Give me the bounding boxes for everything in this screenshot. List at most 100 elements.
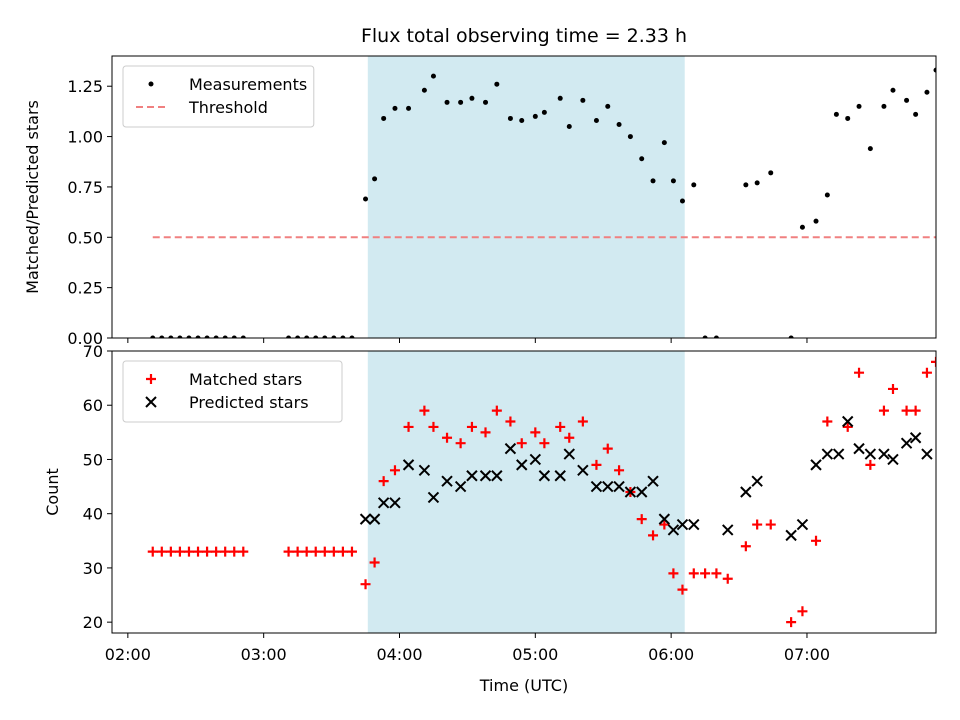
ratio-point-s0 [557, 95, 563, 101]
ratio-point-s0 [881, 103, 887, 109]
ratio-point-s0 [444, 99, 450, 105]
ratio-point-s0 [222, 335, 228, 338]
count-point-s0 [677, 584, 688, 595]
ratio-point-s0 [458, 99, 464, 105]
ratio-point-s0 [363, 196, 369, 202]
count-point-s0 [591, 459, 602, 470]
count-point-s0 [337, 546, 348, 557]
ratio-point-s0 [372, 176, 378, 182]
count-legend-label: Matched stars [189, 370, 302, 389]
ratio-point-s0 [186, 335, 192, 338]
count-point-s0 [211, 546, 222, 557]
count-point-s0 [765, 519, 776, 530]
ratio-y-tick-label: 1.25 [67, 77, 103, 96]
count-legend-label: Predicted stars [189, 393, 309, 412]
count-point-s0 [360, 579, 371, 590]
ratio-point-s0 [177, 335, 183, 338]
ratio-point-s0 [813, 218, 819, 224]
count-point-s0 [389, 465, 400, 476]
count-point-s0 [174, 546, 185, 557]
count-frame [111, 350, 937, 634]
ratio-point-s0 [661, 140, 667, 146]
count-point-s0 [910, 405, 921, 416]
ratio-point-s0 [650, 178, 656, 184]
count-point-s1 [832, 448, 845, 460]
count-point-s0 [319, 546, 330, 557]
count-point-s1 [613, 480, 625, 493]
count-point-s1 [554, 470, 566, 482]
ratio-point-s0 [768, 170, 774, 176]
count-point-s1 [389, 497, 401, 509]
count-point-s0 [491, 405, 502, 416]
count-point-s1 [909, 432, 922, 444]
count-point-s1 [722, 524, 734, 536]
ratio-point-s0 [331, 335, 337, 338]
count-point-s0 [602, 443, 613, 454]
ratio-point-s0 [392, 105, 398, 111]
ratio-point-s0 [867, 146, 873, 152]
count-point-s1 [441, 475, 453, 487]
ratio-point-s0 [743, 182, 749, 188]
count-point-s0 [283, 546, 294, 557]
ratio-y-tick-label: 1.00 [67, 128, 103, 147]
count-legend-marker [145, 396, 157, 408]
ratio-point-s0 [150, 335, 156, 338]
ratio-point-s0 [381, 115, 387, 121]
ratio-point-s0 [295, 335, 301, 338]
count-panel: 20 30 40 50 60 70 02:00 03:00 04:00 05:00 06:00 07:… [83, 342, 937, 664]
ratio-point-s0 [406, 105, 412, 111]
count-point-s1 [864, 448, 877, 460]
chart-title: Flux total observing time = 2.33 h [361, 25, 687, 47]
count-point-s1 [900, 437, 913, 449]
count-legend-box [122, 360, 343, 423]
count-point-s1 [658, 513, 671, 525]
ratio-legend-label: Measurements [189, 75, 307, 94]
ratio-point-s0 [469, 95, 475, 101]
count-point-s1 [751, 475, 763, 487]
count-point-s1 [466, 470, 478, 482]
count-point-s1 [418, 464, 431, 477]
count-point-s1 [796, 518, 809, 531]
count-point-s0 [752, 519, 763, 530]
count-y-tick-label: 30 [83, 559, 103, 578]
ratio-point-s0 [240, 335, 246, 338]
ratio-y-axis-label: Matched/Predicted stars [23, 100, 42, 294]
count-point-s1 [538, 470, 551, 482]
count-point-s0 [822, 416, 833, 427]
count-point-s0 [722, 573, 733, 584]
count-point-s0 [516, 438, 527, 449]
ratio-y-tick-label: 0.00 [67, 329, 103, 348]
count-y-tick-label: 40 [83, 505, 103, 524]
count-point-s0 [346, 546, 357, 557]
ratio-point-s0 [639, 156, 645, 162]
ratio-point-s0 [799, 224, 805, 230]
count-point-s1 [454, 480, 467, 493]
count-point-s1 [624, 486, 637, 498]
count-point-s0 [901, 405, 912, 416]
ratio-point-s0 [702, 335, 708, 338]
count-point-s0 [921, 367, 932, 378]
count-point-s0 [530, 427, 541, 438]
ratio-frame [111, 55, 937, 339]
ratio-legend: Measurements Threshold [122, 65, 315, 128]
ratio-point-s0 [691, 182, 697, 188]
ratio-point-s0 [541, 109, 547, 115]
x-axis-label: Time (UTC) [479, 676, 568, 695]
ratio-point-s0 [566, 124, 572, 129]
count-point-s0 [564, 432, 575, 443]
count-point-s0 [555, 421, 566, 432]
count-point-s0 [659, 519, 670, 530]
count-point-s0 [238, 546, 249, 557]
count-point-s0 [455, 438, 466, 449]
ratio-y-tick-label: 0.50 [67, 228, 103, 247]
ratio-point-s0 [159, 335, 165, 338]
count-y-tick-label: 50 [83, 450, 103, 469]
count-point-s0 [668, 568, 679, 579]
ratio-point-s0 [616, 121, 622, 127]
ratio-point-s0 [204, 335, 210, 338]
ratio-point-s0 [824, 192, 830, 198]
count-data [147, 356, 936, 628]
ratio-point-s0 [890, 87, 896, 93]
count-point-s1 [676, 518, 689, 531]
